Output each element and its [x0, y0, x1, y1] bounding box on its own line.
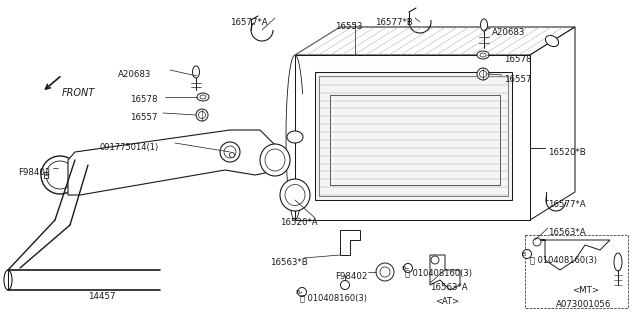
Text: Ⓑ 010408160(3): Ⓑ 010408160(3) [530, 255, 597, 264]
Ellipse shape [220, 142, 240, 162]
Polygon shape [315, 72, 512, 200]
Polygon shape [68, 130, 280, 195]
Text: A20683: A20683 [492, 28, 525, 37]
Text: F98402: F98402 [18, 168, 51, 177]
Text: Ⓑ 010408160(3): Ⓑ 010408160(3) [405, 268, 472, 277]
Polygon shape [530, 27, 575, 220]
Ellipse shape [522, 250, 531, 259]
Polygon shape [340, 230, 360, 255]
Text: 16563*B: 16563*B [270, 258, 308, 267]
Ellipse shape [545, 36, 559, 47]
Ellipse shape [431, 256, 439, 264]
Text: 16577*A: 16577*A [548, 200, 586, 209]
Ellipse shape [340, 281, 349, 290]
Text: 16577*B: 16577*B [375, 18, 413, 27]
Text: 16563*A: 16563*A [430, 283, 468, 292]
Ellipse shape [230, 153, 234, 157]
Polygon shape [295, 27, 575, 55]
Text: 16520*A: 16520*A [280, 218, 317, 227]
Polygon shape [44, 172, 48, 178]
Ellipse shape [260, 144, 290, 176]
Text: 14457: 14457 [88, 292, 115, 301]
Text: A20683: A20683 [118, 70, 152, 79]
Text: 16557: 16557 [504, 75, 531, 84]
Text: FRONT: FRONT [62, 88, 95, 98]
Text: <AT>: <AT> [435, 297, 459, 306]
Text: B: B [296, 290, 300, 294]
Ellipse shape [477, 68, 489, 80]
Ellipse shape [481, 19, 488, 31]
Text: 16578: 16578 [504, 55, 531, 64]
Text: 16520*B: 16520*B [548, 148, 586, 157]
Ellipse shape [376, 263, 394, 281]
Ellipse shape [477, 51, 489, 59]
Ellipse shape [280, 179, 310, 211]
Ellipse shape [197, 93, 209, 101]
Text: 16578: 16578 [130, 95, 157, 104]
Text: 16553: 16553 [335, 22, 362, 31]
Text: F98402: F98402 [335, 272, 367, 281]
Text: B: B [521, 252, 525, 257]
Text: B: B [402, 266, 406, 270]
Ellipse shape [287, 131, 303, 143]
Text: 16557: 16557 [130, 113, 157, 122]
Polygon shape [535, 240, 610, 270]
Ellipse shape [298, 287, 307, 297]
Text: Ⓑ 010408160(3): Ⓑ 010408160(3) [300, 293, 367, 302]
Ellipse shape [533, 238, 541, 246]
Text: A073001056: A073001056 [556, 300, 611, 309]
Ellipse shape [196, 109, 208, 121]
Polygon shape [430, 255, 460, 290]
Text: <MT>: <MT> [572, 286, 599, 295]
Ellipse shape [4, 270, 12, 290]
Polygon shape [295, 55, 530, 220]
Text: 16577*A: 16577*A [230, 18, 268, 27]
Ellipse shape [614, 253, 622, 271]
Text: 16563*A: 16563*A [548, 228, 586, 237]
Ellipse shape [403, 263, 413, 273]
Ellipse shape [193, 66, 200, 78]
Text: 091775014(1): 091775014(1) [100, 143, 159, 152]
